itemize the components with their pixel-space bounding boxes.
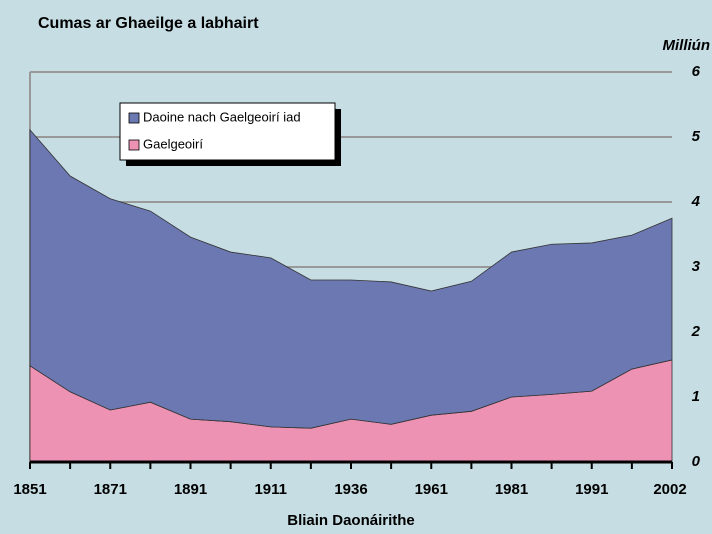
- y-tick-label: 2: [691, 323, 701, 340]
- x-tick-label: 1871: [94, 481, 127, 498]
- x-tick-label: 2002: [653, 481, 686, 498]
- legend-swatch: [128, 139, 140, 151]
- x-tick-label: 1851: [13, 481, 46, 498]
- x-tick-label: 1891: [174, 481, 207, 498]
- y-tick-label: 1: [692, 388, 700, 405]
- y-tick-label: 0: [692, 453, 701, 470]
- x-axis-label: Bliain Daonáirithe: [287, 512, 415, 529]
- legend-swatch: [128, 112, 140, 124]
- y-tick-label: 5: [692, 128, 701, 145]
- x-tick-label: 1936: [334, 481, 367, 498]
- x-tick-label: 1991: [575, 481, 608, 498]
- y-tick-label: 4: [691, 193, 701, 210]
- y-tick-label: 3: [692, 258, 701, 275]
- x-tick-label: 1961: [415, 481, 448, 498]
- y-axis-label: Milliún: [663, 37, 711, 54]
- x-tick-label: 1981: [495, 481, 528, 498]
- y-tick-label: 6: [692, 63, 701, 80]
- area: [29, 128, 673, 429]
- legend: [119, 102, 336, 161]
- x-tick-label: 1911: [254, 481, 287, 498]
- legend-label: Daoine nach Gaelgeoirí iad: [143, 109, 301, 124]
- chart-title: Cumas ar Ghaeilge a labhairt: [38, 15, 259, 32]
- legend-label: Gaelgeoirí: [143, 136, 203, 151]
